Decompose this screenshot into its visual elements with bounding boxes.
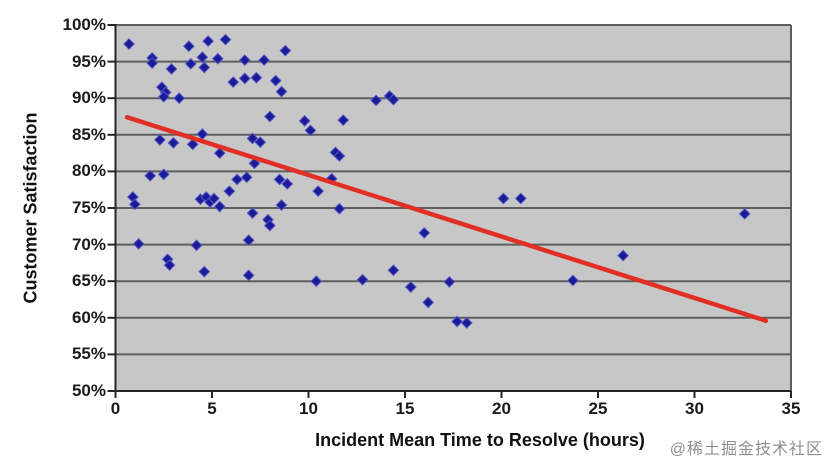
- scatter-point: [333, 150, 346, 162]
- x-tick-label: 20: [492, 399, 511, 418]
- scatter-point: [460, 317, 473, 329]
- scatter-point: [242, 269, 255, 282]
- scatter-point: [231, 173, 243, 186]
- x-tick-label: 10: [299, 399, 318, 418]
- scatter-point: [227, 76, 240, 89]
- scatter-point: [269, 74, 282, 87]
- scatter-point: [304, 124, 317, 137]
- y-tick-label: 75%: [71, 198, 106, 217]
- scatter-point: [190, 239, 203, 252]
- x-axis-title: Incident Mean Time to Resolve (hours): [315, 430, 645, 450]
- scatter-point: [198, 61, 211, 74]
- scatter-point: [246, 207, 259, 220]
- scatter-point: [263, 219, 276, 232]
- scatter-point: [514, 192, 527, 205]
- scatter-point: [173, 92, 186, 105]
- scatter-point: [211, 52, 224, 65]
- scatter-point: [238, 54, 251, 67]
- scatter-point: [213, 200, 226, 213]
- y-axis-title: Customer Satisfaction: [20, 112, 41, 304]
- scatter-point: [144, 169, 157, 182]
- scatter-point: [240, 171, 253, 184]
- scatter-point: [198, 265, 211, 278]
- scatter-point: [356, 273, 369, 286]
- x-tick-label: 25: [588, 399, 608, 418]
- scatter-point: [422, 296, 435, 309]
- scatter-point: [146, 57, 159, 69]
- scatter-point: [567, 274, 579, 287]
- scatter-point: [281, 177, 294, 190]
- scatter-point: [312, 185, 325, 198]
- scatter-point: [223, 185, 236, 198]
- y-tick-label: 95%: [71, 51, 106, 71]
- x-tick-label: 30: [685, 399, 704, 418]
- scatter-point: [213, 147, 226, 160]
- scatter-point: [275, 199, 288, 211]
- scatter-point: [497, 192, 510, 205]
- scatter-point: [153, 134, 166, 146]
- scatter-point: [184, 57, 197, 70]
- scatter-point: [182, 40, 195, 53]
- scatter-point: [279, 44, 292, 57]
- scatter-point: [333, 202, 346, 215]
- scatter-point: [202, 35, 215, 48]
- y-tick-label: 90%: [71, 88, 106, 108]
- scatter-point: [123, 38, 135, 50]
- scatter-point: [275, 85, 288, 98]
- y-tick-label: 60%: [71, 307, 106, 327]
- scatter-point: [246, 132, 259, 145]
- scatter-point: [219, 33, 232, 46]
- scatter-point: [418, 226, 431, 239]
- y-tick-label: 100%: [62, 15, 106, 34]
- scatter-point: [157, 90, 170, 103]
- scatter-point: [186, 138, 199, 151]
- scatter-point: [250, 71, 263, 84]
- y-tick-label: 50%: [71, 381, 106, 400]
- scatter-point: [337, 114, 350, 127]
- scatter-point: [404, 281, 417, 293]
- scatter-point: [387, 264, 400, 277]
- trend-line: [124, 114, 769, 323]
- scatter-point: [242, 234, 255, 247]
- scatter-point: [238, 72, 251, 85]
- scatter-point: [387, 93, 400, 106]
- scatter-point: [310, 275, 323, 288]
- x-tick-label: 5: [207, 399, 217, 418]
- watermark-text: @稀土掘金技术社区: [669, 441, 823, 458]
- scatter-point: [132, 237, 145, 250]
- x-tick-label: 35: [781, 399, 801, 418]
- scatter-point: [254, 136, 267, 149]
- scatter-point: [617, 249, 629, 262]
- scatter-point: [263, 110, 276, 123]
- scatter-point: [196, 51, 209, 64]
- scatter-point: [157, 168, 170, 181]
- scatter-point: [128, 198, 141, 211]
- scatter-point: [258, 54, 271, 67]
- scatter-point: [298, 114, 311, 127]
- scatter-point: [167, 136, 180, 149]
- y-tick-label: 55%: [71, 344, 106, 364]
- scatter-point: [165, 63, 178, 75]
- y-tick-label: 85%: [71, 124, 106, 144]
- x-tick-label: 0: [110, 399, 121, 418]
- scatter-point: [738, 207, 751, 220]
- scatter-point: [273, 173, 286, 186]
- scatter-point: [208, 192, 220, 205]
- y-tick-label: 65%: [71, 271, 106, 291]
- scatter-point: [163, 259, 176, 272]
- scatter-point: [451, 315, 464, 328]
- y-tick-label: 80%: [71, 161, 106, 181]
- x-tick-label: 15: [395, 399, 415, 418]
- scatter-point: [370, 94, 382, 107]
- y-tick-label: 70%: [71, 234, 106, 254]
- scatter-point: [443, 276, 456, 288]
